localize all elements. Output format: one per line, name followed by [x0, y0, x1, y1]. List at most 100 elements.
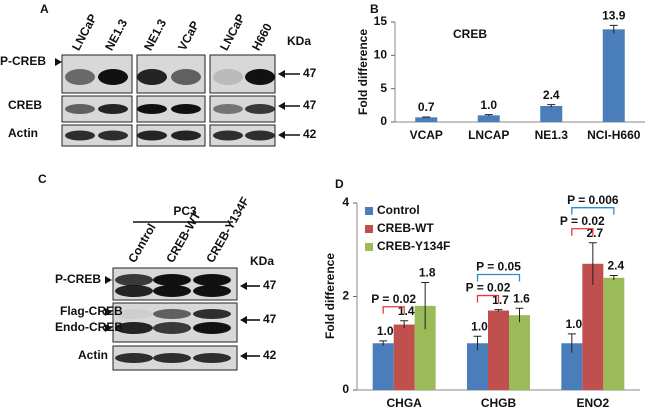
significance-bracket: [571, 207, 615, 215]
lane-label: NE1.3: [102, 17, 130, 53]
value-label: 1.0: [565, 317, 582, 331]
y-axis-label: Fold difference: [323, 253, 337, 339]
bar: [372, 343, 394, 390]
blot-band: [245, 130, 275, 141]
error-bar: [422, 116, 431, 118]
blot-band: [137, 104, 167, 114]
lane-label: Control: [125, 221, 158, 265]
row-label: Endo-CREB: [55, 320, 123, 334]
arrow-head: [105, 276, 112, 284]
error-bar: [400, 320, 409, 329]
x-tick-label: ENO2: [576, 396, 609, 410]
value-label: 1.4: [398, 304, 415, 318]
bar: [540, 106, 563, 122]
legend-label: CREB-Y134F: [377, 239, 450, 253]
value-label: 2.4: [543, 88, 560, 102]
legend-swatch: [365, 243, 373, 251]
arrow-head: [278, 131, 285, 139]
legend-label: CREB-WT: [377, 221, 434, 235]
blot-band: [98, 69, 128, 85]
bar: [582, 263, 604, 390]
blot-band: [171, 69, 201, 85]
blot-band: [115, 309, 153, 319]
significance-bracket: [476, 273, 521, 282]
lane-label: LNCaP: [69, 12, 100, 53]
size-marker: 47: [263, 312, 277, 326]
lane-label: LNCaP: [217, 12, 248, 53]
y-axis-label: Fold difference: [356, 29, 370, 115]
blot-band: [171, 130, 201, 141]
value-label: 1.6: [513, 291, 530, 305]
blot-band: [193, 285, 231, 297]
x-tick-label: LNCAP: [468, 128, 509, 142]
annotation: P = 0.02: [466, 281, 511, 295]
error-bar: [609, 24, 618, 34]
size-marker: 47: [303, 66, 317, 80]
blot-band: [171, 104, 201, 114]
panel-label: B: [370, 2, 379, 16]
row-label: P-CREB: [55, 272, 101, 286]
arrow-head: [105, 308, 112, 316]
blot-band: [153, 322, 191, 334]
lane-label: NE1.3: [141, 17, 169, 53]
blot-band: [115, 353, 153, 363]
blot-band: [193, 309, 231, 319]
arrow-head: [240, 282, 247, 290]
significance-bracket: [382, 306, 405, 314]
blot-band: [153, 274, 191, 286]
blot-band: [137, 130, 167, 141]
blot-band: [213, 104, 243, 114]
blot-band: [98, 130, 128, 141]
y-tick-label: 5: [380, 81, 387, 95]
error-bar: [547, 104, 556, 108]
x-tick-label: VCAP: [410, 128, 443, 142]
bar: [467, 343, 488, 390]
value-label: 2.4: [607, 259, 624, 273]
value-label: 1.0: [377, 324, 394, 338]
annotation: P = 0.05: [476, 260, 521, 274]
legend-label: Control: [377, 203, 420, 217]
lane-label: VCaP: [175, 19, 202, 53]
unit-label: KDa: [287, 34, 311, 48]
legend-swatch: [365, 225, 373, 233]
x-tick-label: NE1.3: [535, 128, 569, 142]
blot-band: [245, 104, 275, 114]
blot-band: [153, 353, 191, 363]
blot-frame: [61, 124, 133, 147]
y-tick-label: 15: [374, 14, 388, 28]
blot-band: [213, 130, 243, 141]
arrow-head: [278, 70, 285, 78]
y-tick-label: 10: [374, 48, 388, 62]
blot-band: [65, 104, 95, 114]
row-label: CREB: [8, 98, 42, 112]
blot-band: [193, 353, 231, 363]
x-tick-label: CHGB: [481, 396, 517, 410]
group-label: PC3: [173, 204, 197, 218]
y-tick-label: 2: [342, 289, 349, 303]
blot-band: [115, 285, 153, 297]
arrow-head: [240, 352, 247, 360]
blot-band: [153, 285, 191, 297]
value-label: 0.7: [418, 100, 435, 114]
arrow-head: [240, 316, 247, 324]
value-label: 1.7: [492, 293, 509, 307]
value-label: 1.8: [419, 266, 436, 280]
blot-band: [98, 104, 128, 114]
arrow-head: [105, 324, 112, 332]
value-label: 2.7: [586, 226, 603, 240]
error-bar: [379, 340, 388, 346]
x-tick-label: NCI-H660: [587, 128, 641, 142]
annotation: P = 0.02: [560, 214, 605, 228]
bar: [414, 305, 436, 390]
unit-label: KDa: [250, 254, 274, 268]
value-label: 1.0: [480, 98, 497, 112]
x-tick-label: CHGA: [386, 396, 422, 410]
blot-band: [115, 322, 153, 334]
bar: [561, 343, 583, 390]
significance-bracket: [476, 294, 500, 303]
blot-band: [65, 69, 95, 85]
y-tick-label: 0: [380, 114, 387, 128]
blot-band: [213, 69, 243, 85]
lane-label: H660: [249, 21, 275, 53]
